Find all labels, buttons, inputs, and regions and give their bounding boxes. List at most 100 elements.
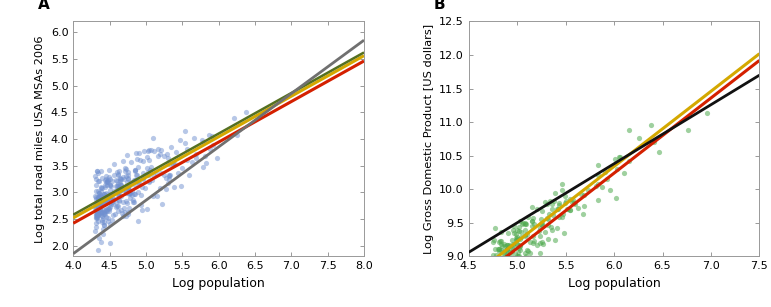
Point <box>536 209 548 214</box>
Point <box>537 241 549 246</box>
X-axis label: Log population: Log population <box>567 277 661 290</box>
Point <box>103 167 115 172</box>
Point <box>95 195 107 200</box>
Point <box>511 254 524 258</box>
Point <box>161 152 173 157</box>
Point <box>540 216 553 220</box>
Point <box>578 192 591 197</box>
Point <box>99 184 111 189</box>
Point <box>120 213 133 218</box>
Point <box>93 194 106 199</box>
Point <box>493 248 505 253</box>
Point <box>103 192 116 197</box>
Point <box>93 170 105 175</box>
Point <box>113 198 125 203</box>
Point <box>95 201 107 206</box>
Point <box>98 211 110 216</box>
Point <box>93 211 105 216</box>
Point <box>519 222 531 227</box>
Point <box>109 183 122 188</box>
Point <box>130 173 142 177</box>
Point <box>103 193 115 198</box>
Point <box>511 241 524 246</box>
Point <box>98 211 110 216</box>
Point <box>120 166 133 171</box>
Point <box>90 195 103 200</box>
Point <box>524 239 536 244</box>
Y-axis label: Log Gross Domestic Product [US dollars]: Log Gross Domestic Product [US dollars] <box>423 24 433 254</box>
Point <box>116 185 128 190</box>
Point <box>503 253 516 258</box>
Point <box>91 212 103 216</box>
Point <box>105 184 117 188</box>
Point <box>104 188 116 192</box>
Point <box>106 197 119 202</box>
Point <box>89 216 102 220</box>
Point <box>124 183 136 188</box>
Point <box>114 181 126 186</box>
Point <box>162 181 174 185</box>
Point <box>141 173 153 177</box>
Point <box>507 246 519 251</box>
Point <box>107 192 120 196</box>
Point <box>89 205 101 210</box>
Point <box>531 207 544 212</box>
Point <box>143 172 155 177</box>
Point <box>123 188 136 193</box>
Point <box>500 251 513 256</box>
Point <box>113 203 125 208</box>
Point <box>653 150 665 154</box>
Point <box>609 156 621 161</box>
Point <box>90 169 103 173</box>
Point <box>111 204 123 209</box>
Point <box>521 248 534 253</box>
Point <box>549 191 561 196</box>
Point <box>95 213 107 218</box>
Point <box>122 211 134 216</box>
Point <box>648 139 660 144</box>
Point <box>118 177 130 181</box>
Point <box>519 250 531 255</box>
Point <box>542 216 554 221</box>
Point <box>200 161 213 165</box>
Point <box>490 247 502 251</box>
Point <box>124 191 136 196</box>
Point <box>513 247 526 252</box>
Point <box>141 166 153 171</box>
Point <box>535 217 547 222</box>
Point <box>169 162 181 167</box>
Point <box>546 227 558 232</box>
Point <box>524 251 537 256</box>
Point <box>162 156 174 161</box>
Point <box>520 253 532 258</box>
Point <box>100 207 113 212</box>
Point <box>501 243 513 248</box>
Point <box>106 212 119 217</box>
Point <box>596 185 608 190</box>
Point <box>98 201 110 206</box>
Point <box>493 238 506 243</box>
Point <box>103 206 116 211</box>
Point <box>591 197 604 202</box>
Point <box>113 177 126 181</box>
Point <box>544 198 556 203</box>
Point <box>144 165 157 169</box>
Point <box>535 221 547 226</box>
Point <box>113 194 126 199</box>
Point <box>152 146 164 151</box>
Point <box>633 135 645 140</box>
Point <box>487 253 500 258</box>
Point <box>100 215 113 220</box>
Point <box>170 150 182 154</box>
Point <box>91 215 103 220</box>
Point <box>91 214 103 219</box>
Point <box>121 180 133 185</box>
Point <box>91 211 103 216</box>
Point <box>598 170 611 175</box>
Point <box>104 240 116 245</box>
Point <box>122 209 134 214</box>
Point <box>554 201 566 206</box>
Point <box>93 212 106 217</box>
Point <box>143 180 156 185</box>
Point <box>131 173 143 178</box>
